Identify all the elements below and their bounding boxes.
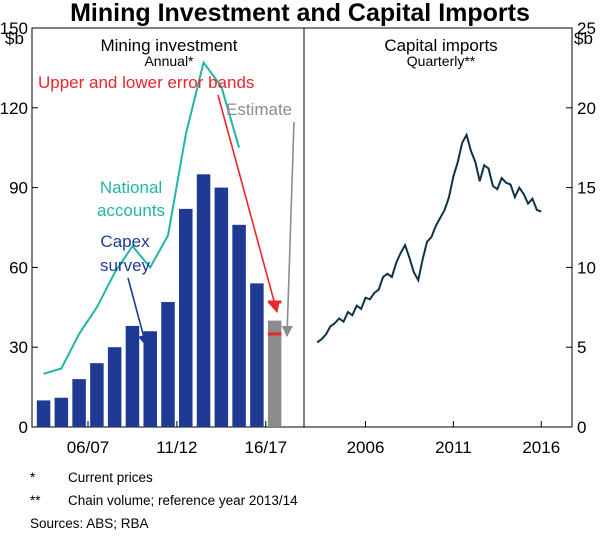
capex-bar-3	[90, 363, 104, 427]
capex-bar-8	[179, 208, 193, 427]
plot-border	[31, 27, 573, 428]
footnote-2-text: Chain volume; reference year 2013/14	[68, 493, 298, 508]
national-accounts-line	[43, 60, 241, 375]
left-tick-label-1: 30	[9, 338, 28, 357]
right-panel-title: Capital imports	[384, 36, 497, 55]
right-tick-label-1: 5	[577, 338, 586, 357]
right-panel-subtitle: Quarterly**	[407, 53, 476, 69]
left-x-tick-label-2: 16/17	[245, 438, 288, 457]
right-axis-unit: $b	[574, 29, 593, 48]
footnote-2-marker: **	[30, 493, 41, 508]
capex-bar-12	[250, 283, 264, 427]
right-tick-label-0: 0	[577, 418, 586, 437]
right-tick-label-2: 10	[577, 258, 596, 277]
left-x-tick-label-1: 11/12	[156, 438, 197, 457]
capex-survey-arrow	[127, 277, 149, 347]
footnote-1-marker: *	[30, 470, 36, 485]
left-panel-subtitle: Annual*	[144, 53, 194, 69]
estimate-bar	[267, 300, 282, 427]
capex-bar-11	[232, 224, 246, 427]
estimate-label: Estimate	[226, 100, 292, 119]
sources: Sources: ABS; RBA	[30, 512, 298, 535]
footnotes: * Current prices ** Chain volume; refere…	[30, 466, 298, 535]
left-x-tick-label-0: 06/07	[67, 438, 110, 457]
left-tick-label-5: 150	[0, 19, 28, 38]
capital-imports-line	[316, 132, 542, 344]
capex-bar-5	[125, 325, 140, 427]
chart: Mining Investment and Capital Imports 0 3…	[0, 0, 596, 457]
right-x-tick-label-0: 2006	[347, 438, 385, 457]
error-bands-label: Upper and lower error bands	[38, 73, 254, 92]
error-bands-arrow	[217, 94, 280, 314]
estimate-bar-fill	[267, 320, 282, 427]
capital-imports-polyline	[316, 132, 542, 344]
left-tick-label-2: 60	[9, 258, 28, 277]
sources-text: Sources: ABS; RBA	[30, 516, 149, 531]
capex-bar-9	[196, 174, 211, 427]
left-panel-title: Mining investment	[100, 36, 237, 55]
right-axis: 0 5 10 15 20 25	[566, 19, 596, 437]
left-tick-label-4: 120	[0, 99, 28, 118]
chart-title: Mining Investment and Capital Imports	[70, 0, 530, 27]
capex-bar-10	[214, 187, 229, 427]
national-accounts-label-line2: accounts	[97, 201, 165, 220]
national-accounts-polyline	[43, 60, 241, 375]
estimate-arrow	[281, 121, 295, 338]
footnote-1: * Current prices	[30, 466, 298, 489]
left-axis: 0 30 60 90 120 150	[0, 19, 38, 437]
capex-bar-6	[143, 331, 157, 427]
right-tick-label-3: 15	[577, 179, 596, 198]
national-accounts-label-line1: National	[100, 178, 162, 197]
x-axis-ticks: 06/07 11/12 16/17 2006 2011 2016	[67, 421, 560, 457]
footnote-1-text: Current prices	[68, 470, 153, 485]
left-tick-label-0: 0	[19, 418, 28, 437]
right-tick-label-5: 25	[577, 19, 596, 38]
capex-survey-label-line2: survey	[100, 256, 151, 275]
footnote-2: ** Chain volume; reference year 2013/14	[30, 489, 298, 512]
left-axis-unit: $b	[5, 29, 24, 48]
right-x-tick-label-1: 2011	[435, 438, 472, 457]
right-x-tick-label-2: 2016	[522, 438, 560, 457]
capex-bar-2	[72, 379, 86, 427]
capex-survey-label-line1: Capex	[100, 232, 150, 251]
left-tick-label-3: 90	[9, 179, 28, 198]
capex-bar-0	[36, 400, 51, 427]
capex-survey-bars	[36, 174, 264, 427]
chart-frame	[31, 27, 573, 428]
capex-bar-4	[107, 347, 122, 427]
capex-bar-1	[54, 397, 69, 427]
right-tick-label-4: 20	[577, 99, 596, 118]
capex-bar-7	[161, 301, 175, 427]
